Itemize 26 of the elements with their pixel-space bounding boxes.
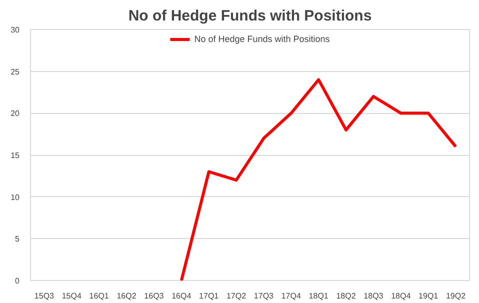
x-tick-label: 16Q1 [89,292,110,300]
x-tick-label: 18Q2 [336,292,356,300]
x-tick-label: 18Q1 [308,292,329,300]
x-tick-label: 16Q4 [172,292,192,300]
y-tick-label: 0 [15,276,20,286]
x-tick-label: 15Q3 [34,292,55,300]
x-tick-label: 16Q2 [116,292,137,300]
x-tick-label: 17Q3 [254,292,274,300]
x-tick-label: 19Q1 [418,292,439,300]
x-tick-label: 17Q1 [199,292,220,300]
line-series [180,78,458,280]
x-tick-label: 17Q4 [281,292,302,300]
legend-label: No of Hedge Funds with Positions [194,34,330,44]
x-tick-label: 15Q4 [62,292,82,300]
chart-title: No of Hedge Funds with Positions [128,8,372,24]
y-tick-label: 15 [10,151,20,160]
x-tick-label: 18Q3 [364,292,384,300]
x-tick-label: 18Q4 [391,292,412,300]
x-tick-label: 19Q2 [446,292,466,300]
x-tick-label: 17Q2 [226,292,247,300]
x-tick-label: 16Q3 [144,292,164,300]
y-tick-label: 25 [10,67,20,76]
y-tick-label: 5 [15,234,20,244]
y-tick-label: 20 [10,109,20,118]
y-tick-label: 10 [10,192,20,202]
y-tick-label: 30 [10,26,20,34]
